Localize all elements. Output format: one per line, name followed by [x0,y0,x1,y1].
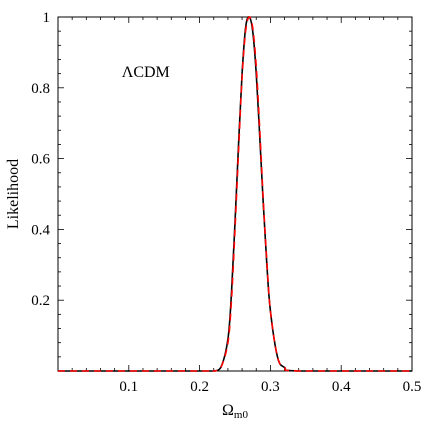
x-tick-label: 0.1 [119,379,138,395]
y-tick-label: 0.2 [31,293,50,309]
x-axis-title-main: Ω [222,402,234,419]
plot-frame [57,16,413,372]
y-tick-label: 0.4 [31,222,50,238]
x-axis-title: Ωm0 [222,402,248,421]
y-axis-title: Likelihood [5,159,22,229]
y-tick-label: 0.8 [31,81,50,97]
axis-ticks [57,16,413,372]
x-tick-label: 0.5 [403,379,422,395]
y-tick-label: 1 [43,10,51,26]
x-tick-label: 0.4 [332,379,351,395]
x-tick-label: 0.2 [190,379,209,395]
series-group [57,16,412,372]
tick-labels: 0.1 0.2 0.3 0.4 0.5 0.2 0.4 0.6 0.8 1 [31,10,421,395]
series-line-solid [57,16,412,372]
annotation-lcdm: ΛCDM [122,64,170,81]
x-axis-title-sub: m0 [234,409,249,421]
x-tick-label: 0.3 [261,379,280,395]
y-tick-label: 0.6 [31,152,50,168]
series-line-dashed [57,16,412,372]
